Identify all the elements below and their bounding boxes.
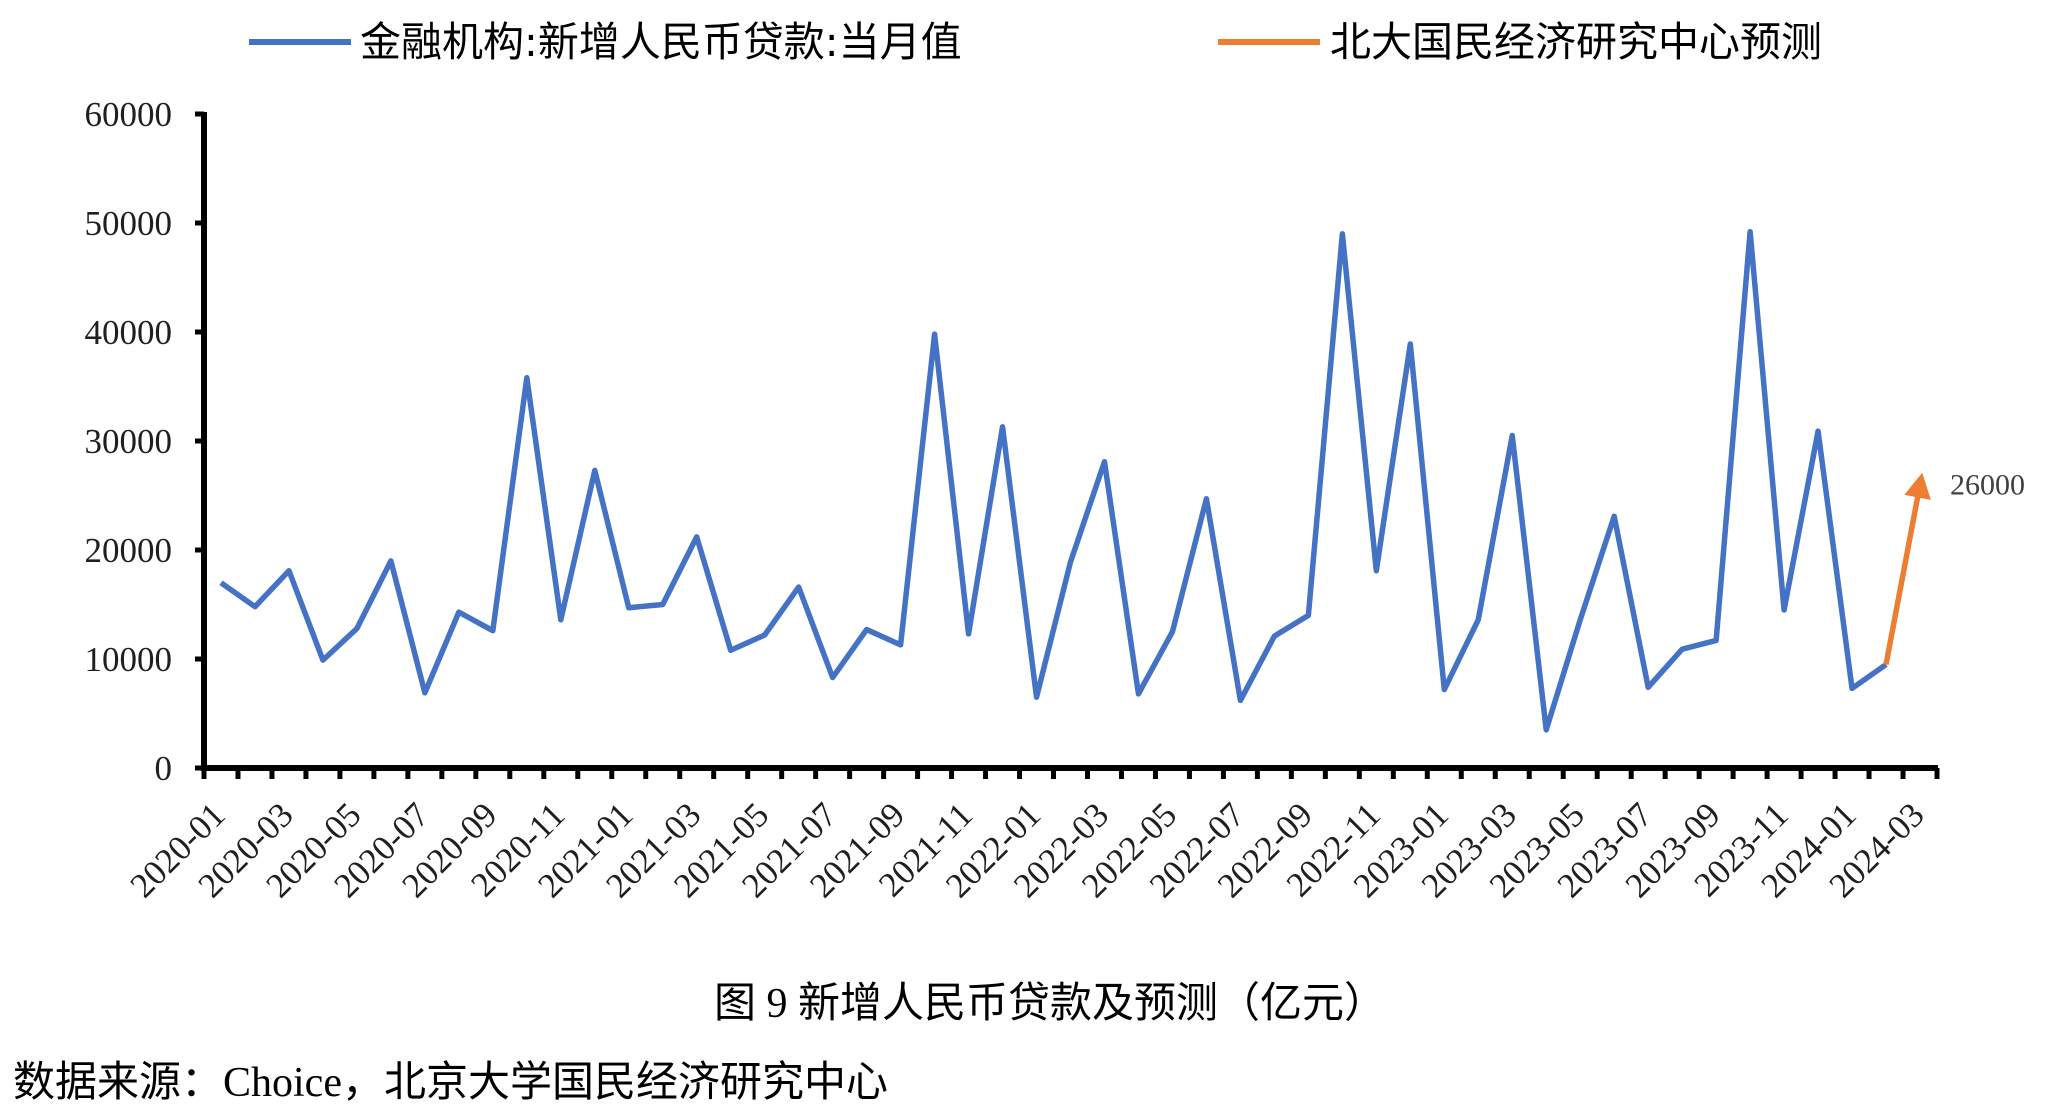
y-tick-label: 40000 [85, 313, 173, 352]
forecast-arrowhead-icon [1904, 472, 1931, 500]
y-tick-label: 30000 [85, 422, 173, 461]
y-tick-label: 10000 [85, 640, 173, 679]
series-line-forecast [1883, 494, 1921, 665]
legend-label: 金融机构:新增人民币贷款:当月值 [360, 18, 962, 66]
y-tick-label: 0 [155, 749, 173, 788]
figure-caption: 图 9 新增人民币贷款及预测（亿元） [713, 981, 1386, 1027]
legend-line-icon [1218, 39, 1320, 45]
y-tick-label: 20000 [85, 531, 173, 570]
y-tick-label: 50000 [85, 204, 173, 243]
legend-line-icon [249, 39, 351, 45]
forecast-data-label: 26000 [1950, 469, 2025, 502]
legend-label: 北大国民经济研究中心预测 [1330, 18, 1822, 66]
y-tick-label: 60000 [85, 95, 173, 134]
data-source-note: 数据来源：Choice，北京大学国民经济研究中心 [13, 1060, 888, 1106]
series-line-actual-loans [219, 228, 1888, 733]
